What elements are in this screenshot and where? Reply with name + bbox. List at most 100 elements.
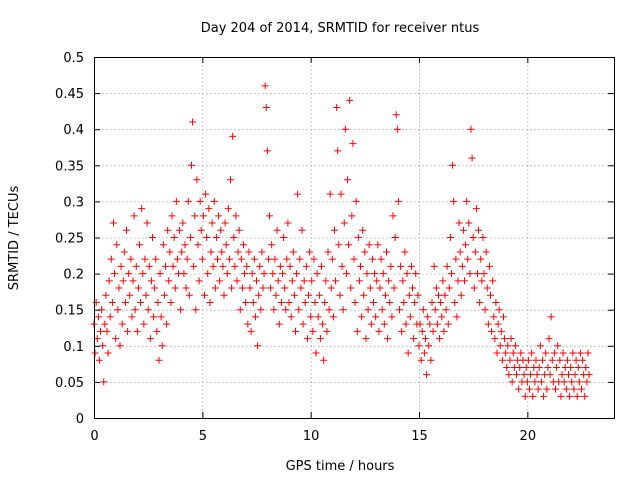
data-point	[325, 306, 333, 314]
data-point	[461, 277, 468, 285]
data-point	[354, 234, 362, 241]
data-point	[578, 385, 585, 393]
data-point	[477, 255, 485, 263]
data-point	[352, 197, 360, 205]
data-point	[333, 104, 341, 112]
data-point	[492, 298, 500, 306]
data-point	[393, 125, 401, 133]
data-point	[99, 342, 107, 350]
data-point	[335, 241, 343, 249]
data-point	[563, 356, 571, 364]
data-point	[471, 248, 479, 256]
data-point	[139, 270, 147, 278]
data-point	[544, 363, 552, 371]
data-point	[179, 219, 187, 227]
data-point	[140, 320, 148, 328]
data-point	[263, 147, 271, 155]
data-point	[275, 320, 283, 328]
data-point	[142, 291, 150, 299]
data-point	[111, 270, 119, 278]
data-point	[571, 371, 579, 379]
data-point	[529, 392, 537, 400]
data-point	[386, 298, 394, 306]
data-point	[322, 277, 330, 285]
data-point	[105, 277, 113, 285]
data-point	[426, 320, 434, 328]
data-point	[182, 284, 190, 292]
data-point	[132, 262, 140, 270]
data-point	[225, 255, 233, 263]
data-point	[324, 248, 332, 256]
data-point	[217, 226, 225, 234]
data-point	[164, 226, 172, 234]
x-tick-label: 10	[303, 429, 320, 444]
data-point	[500, 313, 507, 321]
data-point	[428, 298, 436, 306]
data-point	[232, 212, 240, 220]
y-tick-label: 0.3	[63, 195, 84, 210]
data-point	[107, 255, 115, 263]
data-point	[328, 255, 336, 263]
y-tick-label: 0.5	[63, 51, 84, 66]
data-point	[509, 349, 517, 357]
data-point	[463, 197, 471, 205]
data-point	[156, 270, 164, 278]
data-point	[383, 248, 390, 256]
data-point	[274, 277, 282, 285]
data-point	[219, 262, 227, 270]
data-point	[266, 212, 273, 220]
data-point	[293, 270, 301, 278]
data-point	[566, 392, 574, 400]
data-point	[126, 291, 134, 299]
y-tick-label: 0.2	[63, 268, 84, 283]
data-point	[231, 262, 239, 270]
y-tick-label: 0.1	[63, 340, 84, 355]
data-point	[350, 255, 358, 263]
data-point	[488, 327, 496, 335]
data-point	[515, 385, 523, 393]
data-point	[314, 313, 322, 321]
data-point	[366, 284, 374, 292]
data-point	[474, 270, 481, 278]
data-point	[459, 226, 467, 234]
data-point	[141, 255, 149, 263]
data-point	[153, 327, 161, 335]
data-point	[540, 392, 548, 400]
data-point	[531, 378, 539, 386]
data-point	[409, 284, 416, 292]
data-point	[403, 270, 411, 278]
data-point	[323, 327, 331, 335]
data-point	[261, 82, 269, 90]
data-point	[301, 298, 309, 306]
data-point	[240, 241, 247, 249]
data-point	[157, 313, 165, 321]
data-point	[282, 306, 290, 314]
data-point	[289, 248, 297, 256]
data-point	[167, 298, 175, 306]
data-point	[281, 284, 289, 292]
data-point	[253, 277, 260, 285]
data-point	[457, 291, 465, 299]
data-point	[348, 212, 356, 220]
data-point	[297, 284, 305, 292]
data-point	[537, 378, 545, 386]
data-point	[485, 262, 493, 270]
data-point	[345, 241, 353, 249]
data-point	[192, 306, 200, 314]
data-points	[90, 82, 593, 400]
data-point	[573, 392, 581, 400]
data-point	[125, 270, 133, 278]
data-point	[131, 306, 139, 314]
data-point	[490, 313, 498, 321]
data-point	[357, 262, 364, 270]
data-point	[94, 313, 102, 321]
data-point	[439, 277, 447, 285]
data-point	[112, 335, 120, 343]
data-point	[415, 342, 423, 350]
data-point	[504, 342, 512, 350]
data-point	[290, 291, 298, 299]
data-point	[326, 190, 334, 198]
data-point	[483, 284, 491, 292]
data-point	[494, 320, 502, 328]
